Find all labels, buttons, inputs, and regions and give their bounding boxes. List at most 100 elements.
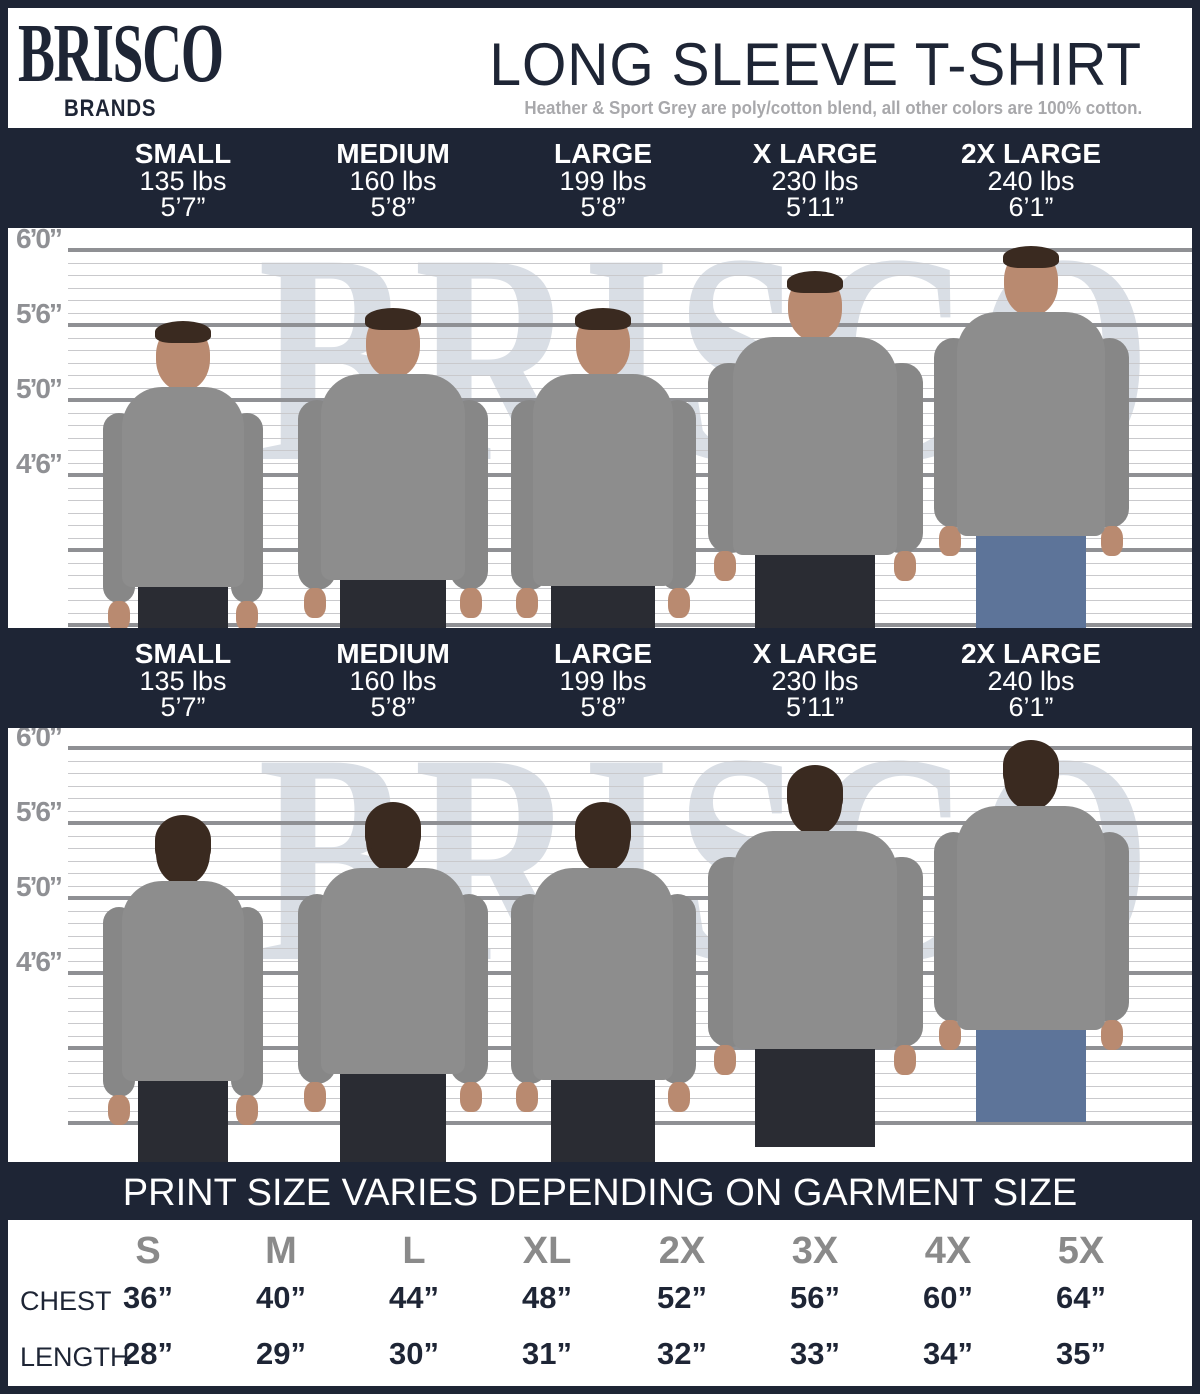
model-hand — [236, 600, 259, 628]
size-table: CHEST LENGTH S 36” 28” M 40” 29” L 44” 30” XL 48” 3… — [8, 1220, 1192, 1386]
length-value: 30” — [389, 1336, 439, 1371]
model-weight: 160 lbs — [349, 166, 437, 196]
size-label-3: X LARGE 230 lbs 5’11” — [715, 140, 915, 222]
model-weight: 240 lbs — [987, 166, 1075, 196]
back-model-3 — [707, 764, 923, 1163]
model-hair — [575, 308, 631, 330]
size-label-4: 2X LARGE 240 lbs 6’1” — [931, 138, 1131, 222]
height-label: 4’6” — [16, 448, 63, 479]
size-header-L: L — [402, 1230, 426, 1272]
model-height: 6’1” — [1008, 192, 1054, 222]
model-hand — [107, 600, 130, 628]
model-hand — [107, 1094, 130, 1125]
chest-value: 40” — [256, 1280, 306, 1315]
model-weight: 135 lbs — [139, 666, 227, 696]
height-line — [68, 350, 1192, 351]
model-hand — [460, 588, 483, 618]
front-model-4 — [933, 245, 1129, 629]
size-header-M: M — [265, 1230, 297, 1272]
back-model-4 — [933, 739, 1129, 1163]
back-model-2 — [510, 802, 696, 1162]
model-shirt — [532, 868, 674, 1080]
size-name: LARGE — [554, 638, 652, 669]
model-weight: 230 lbs — [771, 666, 859, 696]
model-hand — [1100, 1019, 1123, 1050]
length-value: 34” — [923, 1336, 973, 1371]
size-name: SMALL — [134, 138, 232, 169]
model-weight: 199 lbs — [559, 666, 647, 696]
model-hair — [575, 802, 631, 852]
height-line — [68, 312, 1192, 314]
model-hand — [303, 1082, 326, 1112]
size-header-5X: 5X — [1057, 1230, 1105, 1272]
model-pants — [138, 582, 228, 628]
model-pants — [138, 1076, 228, 1162]
size-header-4X: 4X — [924, 1230, 972, 1272]
size-label-0: SMALL 135 lbs 5’7” — [83, 138, 283, 222]
height-line — [68, 275, 1192, 276]
height-line — [68, 760, 1192, 762]
model-height: 5’11” — [785, 692, 845, 722]
size-name: 2X LARGE — [960, 638, 1102, 669]
size-label-2: LARGE 199 lbs 5’8” — [503, 638, 703, 721]
size-labels-front: SMALL 135 lbs 5’7” MEDIUM 160 lbs 5’8” LARGE 19… — [0, 128, 1200, 228]
model-hand — [939, 525, 962, 556]
size-name: 2X LARGE — [960, 138, 1102, 169]
length-value: 33” — [790, 1336, 840, 1371]
chest-value: 60” — [923, 1280, 973, 1315]
height-line-major — [68, 248, 1192, 252]
front-view-panel: BRISCO 6’0” 5’6” 5’0” 4’6” — [8, 228, 1192, 628]
model-hand — [1100, 525, 1123, 556]
length-value: 32” — [657, 1336, 707, 1371]
chest-value: 48” — [522, 1280, 572, 1315]
size-name: MEDIUM — [336, 138, 450, 169]
model-height: 5’7” — [160, 692, 206, 722]
height-label: 5’6” — [16, 298, 63, 329]
model-shirt — [956, 805, 1106, 1030]
chest-value: 52” — [657, 1280, 707, 1315]
model-weight: 135 lbs — [139, 166, 227, 196]
height-line — [68, 262, 1192, 264]
length-value: 31” — [522, 1336, 572, 1371]
brisco-brands-logo: BRISCO BRANDS — [14, 12, 229, 124]
model-height: 5’8” — [580, 192, 626, 222]
model-shirt — [956, 311, 1106, 536]
size-label-3: X LARGE 230 lbs 5’11” — [715, 638, 915, 722]
model-hand — [894, 1044, 917, 1075]
chest-value: 56” — [790, 1280, 840, 1315]
height-line — [68, 362, 1192, 364]
height-line — [68, 300, 1192, 301]
size-labels-back: SMALL 135 lbs 5’7” MEDIUM 160 lbs 5’8” LARGE 19… — [0, 628, 1200, 728]
height-label: 6’0” — [16, 228, 63, 254]
model-hair — [155, 814, 211, 865]
height-line — [68, 798, 1192, 799]
chest-value: 44” — [389, 1280, 439, 1315]
model-shirt — [122, 880, 244, 1081]
logo-text: BRISCO — [18, 7, 224, 100]
row-label-length: LENGTH — [20, 1342, 130, 1372]
height-label: 5’0” — [16, 373, 63, 404]
model-shirt — [320, 868, 466, 1074]
model-weight: 240 lbs — [987, 666, 1075, 696]
model-pants — [339, 1064, 447, 1162]
height-line — [68, 810, 1192, 812]
model-hair — [365, 802, 421, 852]
back-model-1 — [298, 802, 488, 1162]
length-value: 29” — [256, 1336, 306, 1371]
page-title: LONG SLEEVE T-SHIRT — [489, 31, 1142, 98]
size-name: MEDIUM — [336, 638, 450, 669]
model-height: 5’8” — [370, 692, 416, 722]
model-height: 5’8” — [370, 192, 416, 222]
fabric-note: Heather & Sport Grey are poly/cotton ble… — [524, 98, 1142, 118]
size-header-S: S — [135, 1230, 161, 1272]
model-weight: 230 lbs — [771, 166, 859, 196]
model-height: 5’7” — [160, 192, 206, 222]
model-shirt — [320, 374, 466, 580]
model-hand — [303, 588, 326, 618]
size-name: X LARGE — [752, 638, 878, 669]
back-model-0 — [103, 814, 263, 1162]
model-height: 5’11” — [785, 192, 845, 222]
size-label-4: 2X LARGE 240 lbs 6’1” — [931, 638, 1131, 721]
model-hair — [365, 308, 421, 330]
